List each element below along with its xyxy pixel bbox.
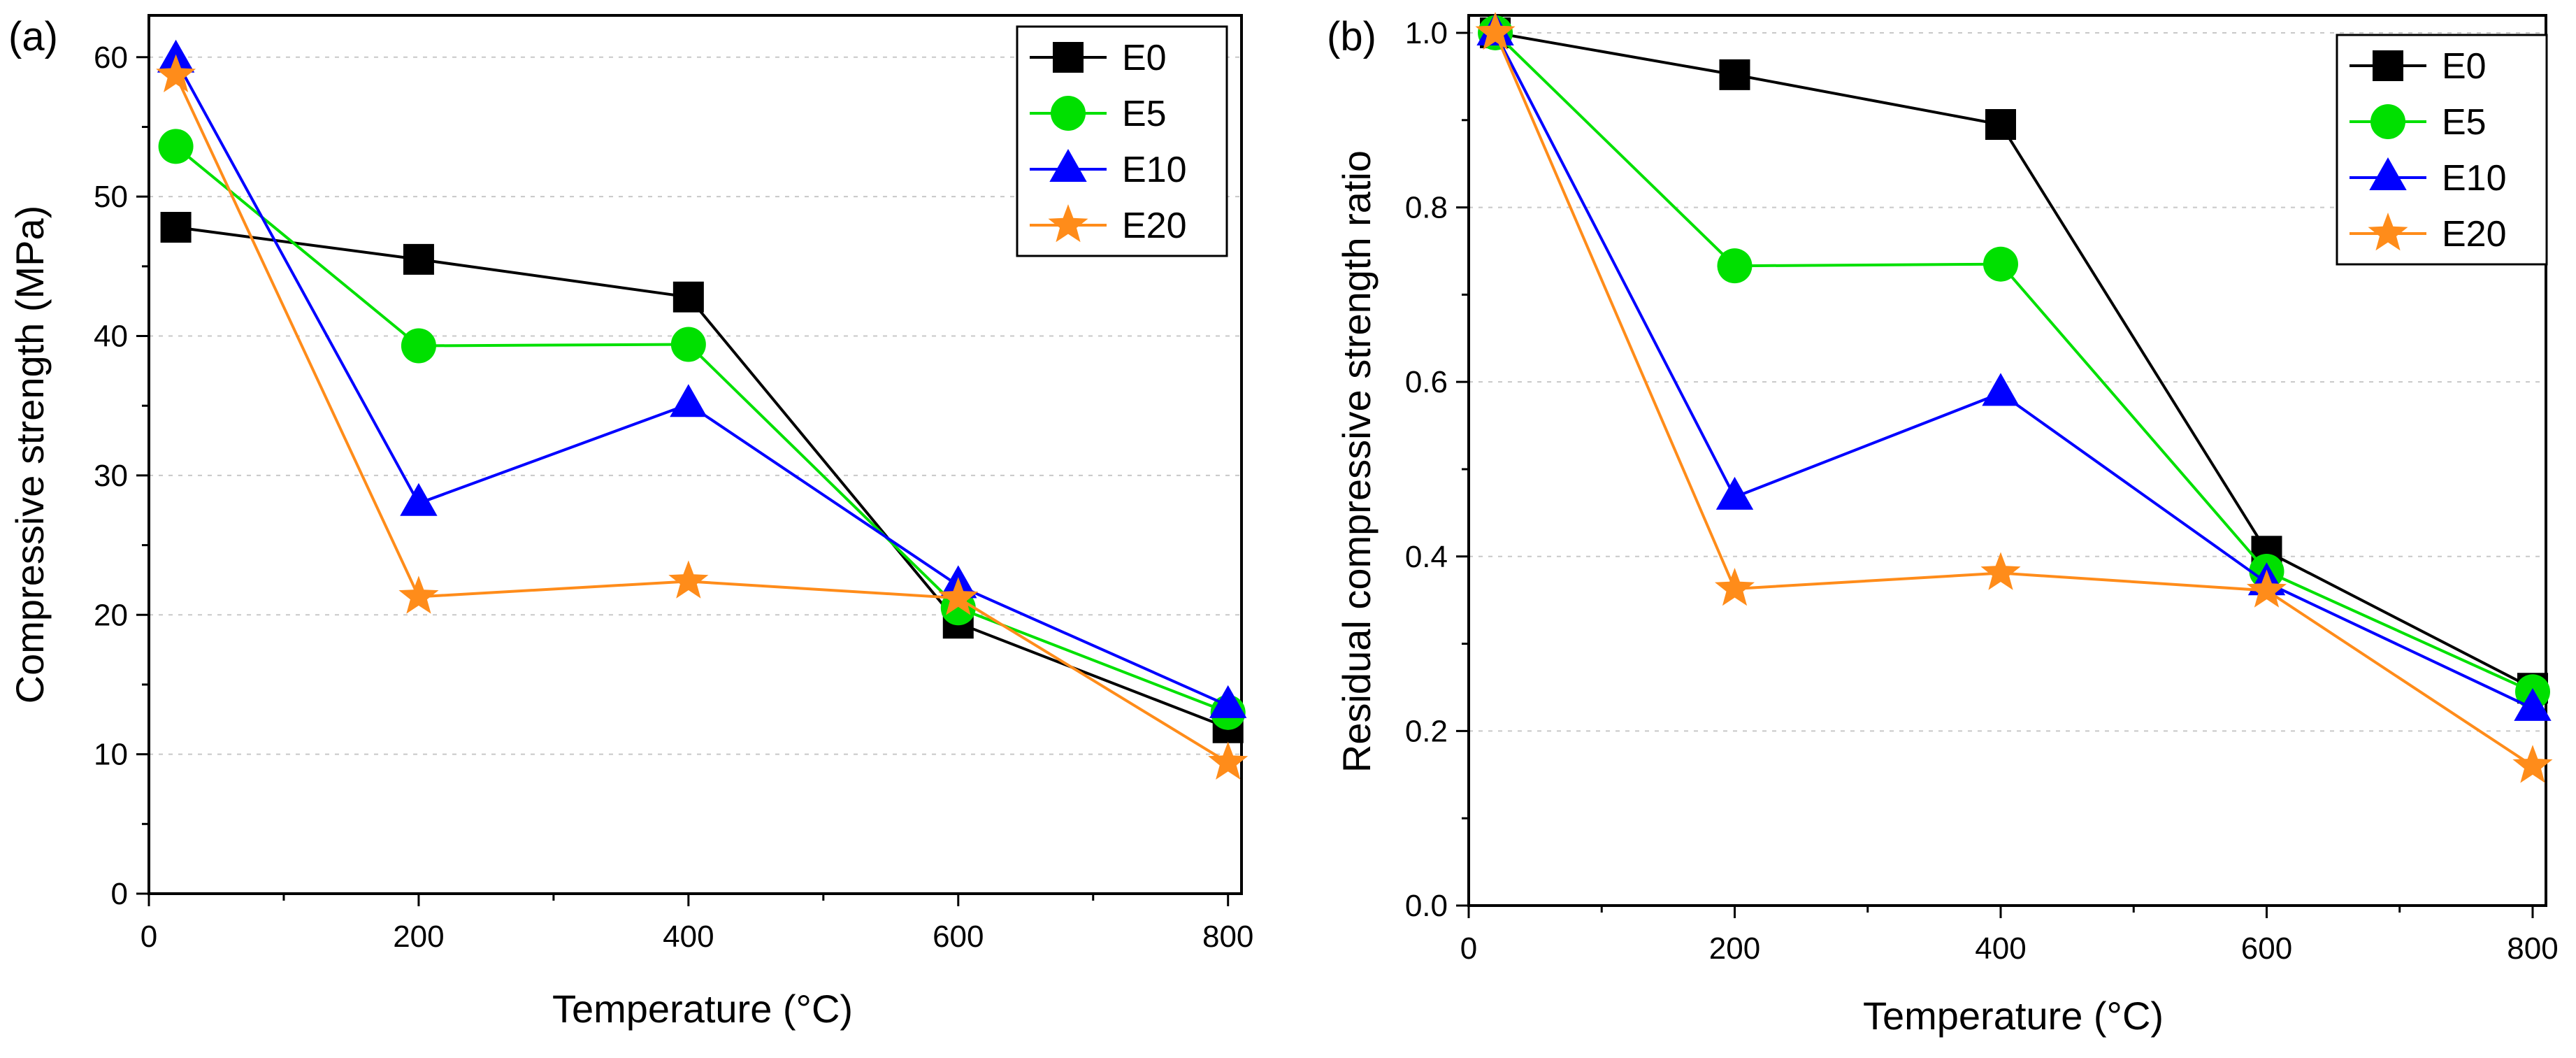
data-point-e10 — [1209, 685, 1247, 718]
data-point-e10 — [1982, 373, 2020, 406]
data-point-e10 — [400, 482, 438, 516]
legend-marker-e10 — [1049, 149, 1087, 182]
data-point-e20 — [2246, 569, 2287, 608]
series-e10 — [1476, 12, 2552, 721]
legend-box — [2336, 34, 2548, 266]
data-point-e10 — [2514, 687, 2552, 721]
legend-marker-e10 — [2369, 157, 2407, 190]
data-point-e0 — [672, 281, 704, 313]
legend-marker-e20 — [1048, 204, 1088, 243]
data-point-e10 — [670, 384, 707, 417]
legend-label-e10: E10 — [2442, 158, 2507, 199]
x-tick-label: 600 — [2241, 931, 2292, 966]
x-tick-label: 400 — [1975, 931, 2026, 966]
x-tick-label: 800 — [1202, 920, 1253, 954]
y-tick-label: 10 — [94, 738, 128, 772]
x-tick-label: 200 — [1709, 931, 1760, 966]
data-point-e20 — [1208, 741, 1249, 780]
legend-label-e0: E0 — [1122, 38, 1167, 78]
x-axis-title: Temperature (°C) — [1863, 994, 2164, 1038]
y-tick-label: 50 — [94, 180, 128, 214]
data-point-e20 — [156, 54, 196, 92]
legend-marker-e20 — [2368, 213, 2408, 251]
legend-marker-e0 — [1053, 42, 1084, 73]
y-tick-label: 0.8 — [1405, 191, 1448, 225]
x-axis-title: Temperature (°C) — [552, 987, 853, 1031]
legend-label-e10: E10 — [1122, 150, 1187, 190]
panel-label: (a) — [8, 14, 58, 59]
x-tick-label: 400 — [663, 920, 714, 954]
series-e20 — [1475, 12, 2553, 783]
data-point-e0 — [1985, 109, 2016, 141]
y-tick-label: 40 — [94, 320, 128, 354]
data-point-e0 — [160, 212, 192, 243]
data-point-e5 — [158, 129, 194, 164]
y-tick-label: 0.6 — [1405, 365, 1448, 399]
legend: E0 E5 E10 E20 — [2336, 34, 2548, 266]
data-point-e5 — [670, 327, 706, 362]
legend-label-e20: E20 — [2442, 214, 2507, 255]
y-tick-label: 60 — [94, 41, 128, 75]
legend-label-e0: E0 — [2442, 46, 2487, 87]
legend-label-e5: E5 — [1122, 94, 1167, 134]
data-point-e20 — [1715, 568, 1755, 606]
legend: E0 E5 E10 E20 — [1016, 25, 1228, 257]
y-tick-label: 20 — [94, 598, 128, 632]
panel-a: 0 200 400 600 800 0 10 20 30 40 50 60 Temperature (°… — [8, 14, 1253, 1031]
data-point-e20 — [398, 576, 439, 614]
data-point-e20 — [2512, 745, 2553, 783]
x-tick-label: 800 — [2507, 931, 2558, 966]
y-tick-label: 0.4 — [1405, 540, 1448, 574]
data-point-e10 — [1715, 476, 1754, 510]
legend-label-e20: E20 — [1122, 206, 1187, 246]
data-point-e20 — [1475, 12, 1516, 50]
series-e20 — [156, 54, 1249, 780]
data-point-e20 — [668, 560, 709, 599]
y-tick-label: 0.2 — [1405, 714, 1448, 748]
data-point-e0 — [403, 243, 434, 275]
legend-marker-e0 — [2373, 50, 2403, 81]
y-tick-label: 30 — [94, 459, 128, 493]
panel-label: (b) — [1327, 14, 1376, 59]
series-e0 — [160, 212, 1244, 743]
data-point-e5 — [401, 328, 436, 364]
x-tick-label: 0 — [141, 920, 157, 954]
legend-marker-e5 — [2370, 104, 2405, 139]
plot-frame — [147, 14, 1243, 895]
y-tick-label: 0.0 — [1405, 889, 1448, 923]
y-tick-label: 1.0 — [1405, 16, 1448, 50]
x-tick-label: 200 — [393, 920, 444, 954]
plot-frame — [1467, 14, 2547, 907]
panel-b: 0 200 400 600 800 0.0 0.2 0.4 0.6 0.8 1.0 Temperatu… — [1327, 12, 2559, 1038]
data-point-e20 — [1980, 552, 2021, 590]
legend-box — [1016, 25, 1228, 257]
y-axis-title: Residual compressive strength ratio — [1334, 150, 1379, 773]
y-tick-label: 0 — [111, 877, 128, 911]
x-tick-label: 0 — [1460, 931, 1477, 966]
data-point-e5 — [1983, 246, 2018, 282]
data-point-e20 — [938, 577, 979, 615]
x-tick-label: 600 — [933, 920, 984, 954]
y-axis-title: Compressive strength (MPa) — [8, 206, 52, 704]
legend-label-e5: E5 — [2442, 102, 2487, 143]
legend-marker-e5 — [1051, 96, 1086, 131]
data-point-e0 — [1719, 59, 1750, 90]
data-point-e5 — [1717, 248, 1753, 284]
